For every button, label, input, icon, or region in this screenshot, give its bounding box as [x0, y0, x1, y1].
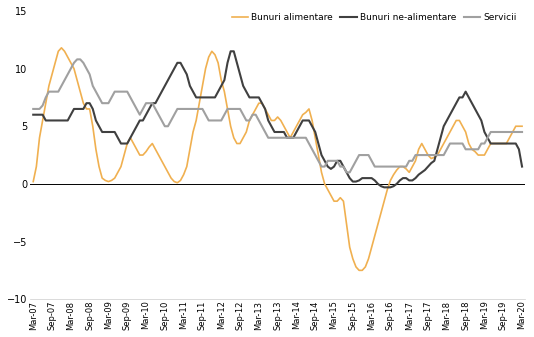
Servicii — [215, 118, 221, 122]
Servicii — [431, 153, 437, 157]
Bunuri ne-alimentare — [431, 159, 437, 163]
Servicii — [46, 90, 52, 94]
Bunuri alimentare — [431, 155, 437, 159]
Bunuri alimentare — [58, 46, 65, 50]
Bunuri ne-alimentare — [30, 113, 36, 117]
Bunuri alimentare — [215, 61, 221, 65]
Legend: Bunuri alimentare, Bunuri ne-alimentare, Servicii: Bunuri alimentare, Bunuri ne-alimentare,… — [228, 10, 521, 26]
Bunuri ne-alimentare — [46, 118, 52, 122]
Servicii — [74, 57, 80, 61]
Bunuri alimentare — [315, 153, 321, 157]
Line: Servicii: Servicii — [33, 59, 522, 172]
Servicii — [315, 159, 321, 163]
Bunuri alimentare — [356, 268, 362, 272]
Bunuri alimentare — [55, 49, 61, 53]
Bunuri ne-alimentare — [212, 95, 218, 99]
Bunuri alimentare — [30, 180, 36, 184]
Line: Bunuri ne-alimentare: Bunuri ne-alimentare — [33, 51, 522, 187]
Bunuri alimentare — [165, 170, 171, 174]
Servicii — [519, 130, 525, 134]
Bunuri ne-alimentare — [519, 164, 525, 168]
Line: Bunuri alimentare: Bunuri alimentare — [33, 48, 522, 270]
Bunuri ne-alimentare — [55, 118, 61, 122]
Bunuri ne-alimentare — [315, 142, 321, 146]
Bunuri alimentare — [519, 124, 525, 128]
Servicii — [30, 107, 36, 111]
Servicii — [165, 124, 171, 128]
Bunuri ne-alimentare — [227, 49, 234, 53]
Bunuri ne-alimentare — [381, 185, 387, 189]
Servicii — [343, 170, 350, 174]
Bunuri ne-alimentare — [162, 84, 168, 88]
Servicii — [55, 90, 61, 94]
Bunuri alimentare — [46, 84, 52, 88]
